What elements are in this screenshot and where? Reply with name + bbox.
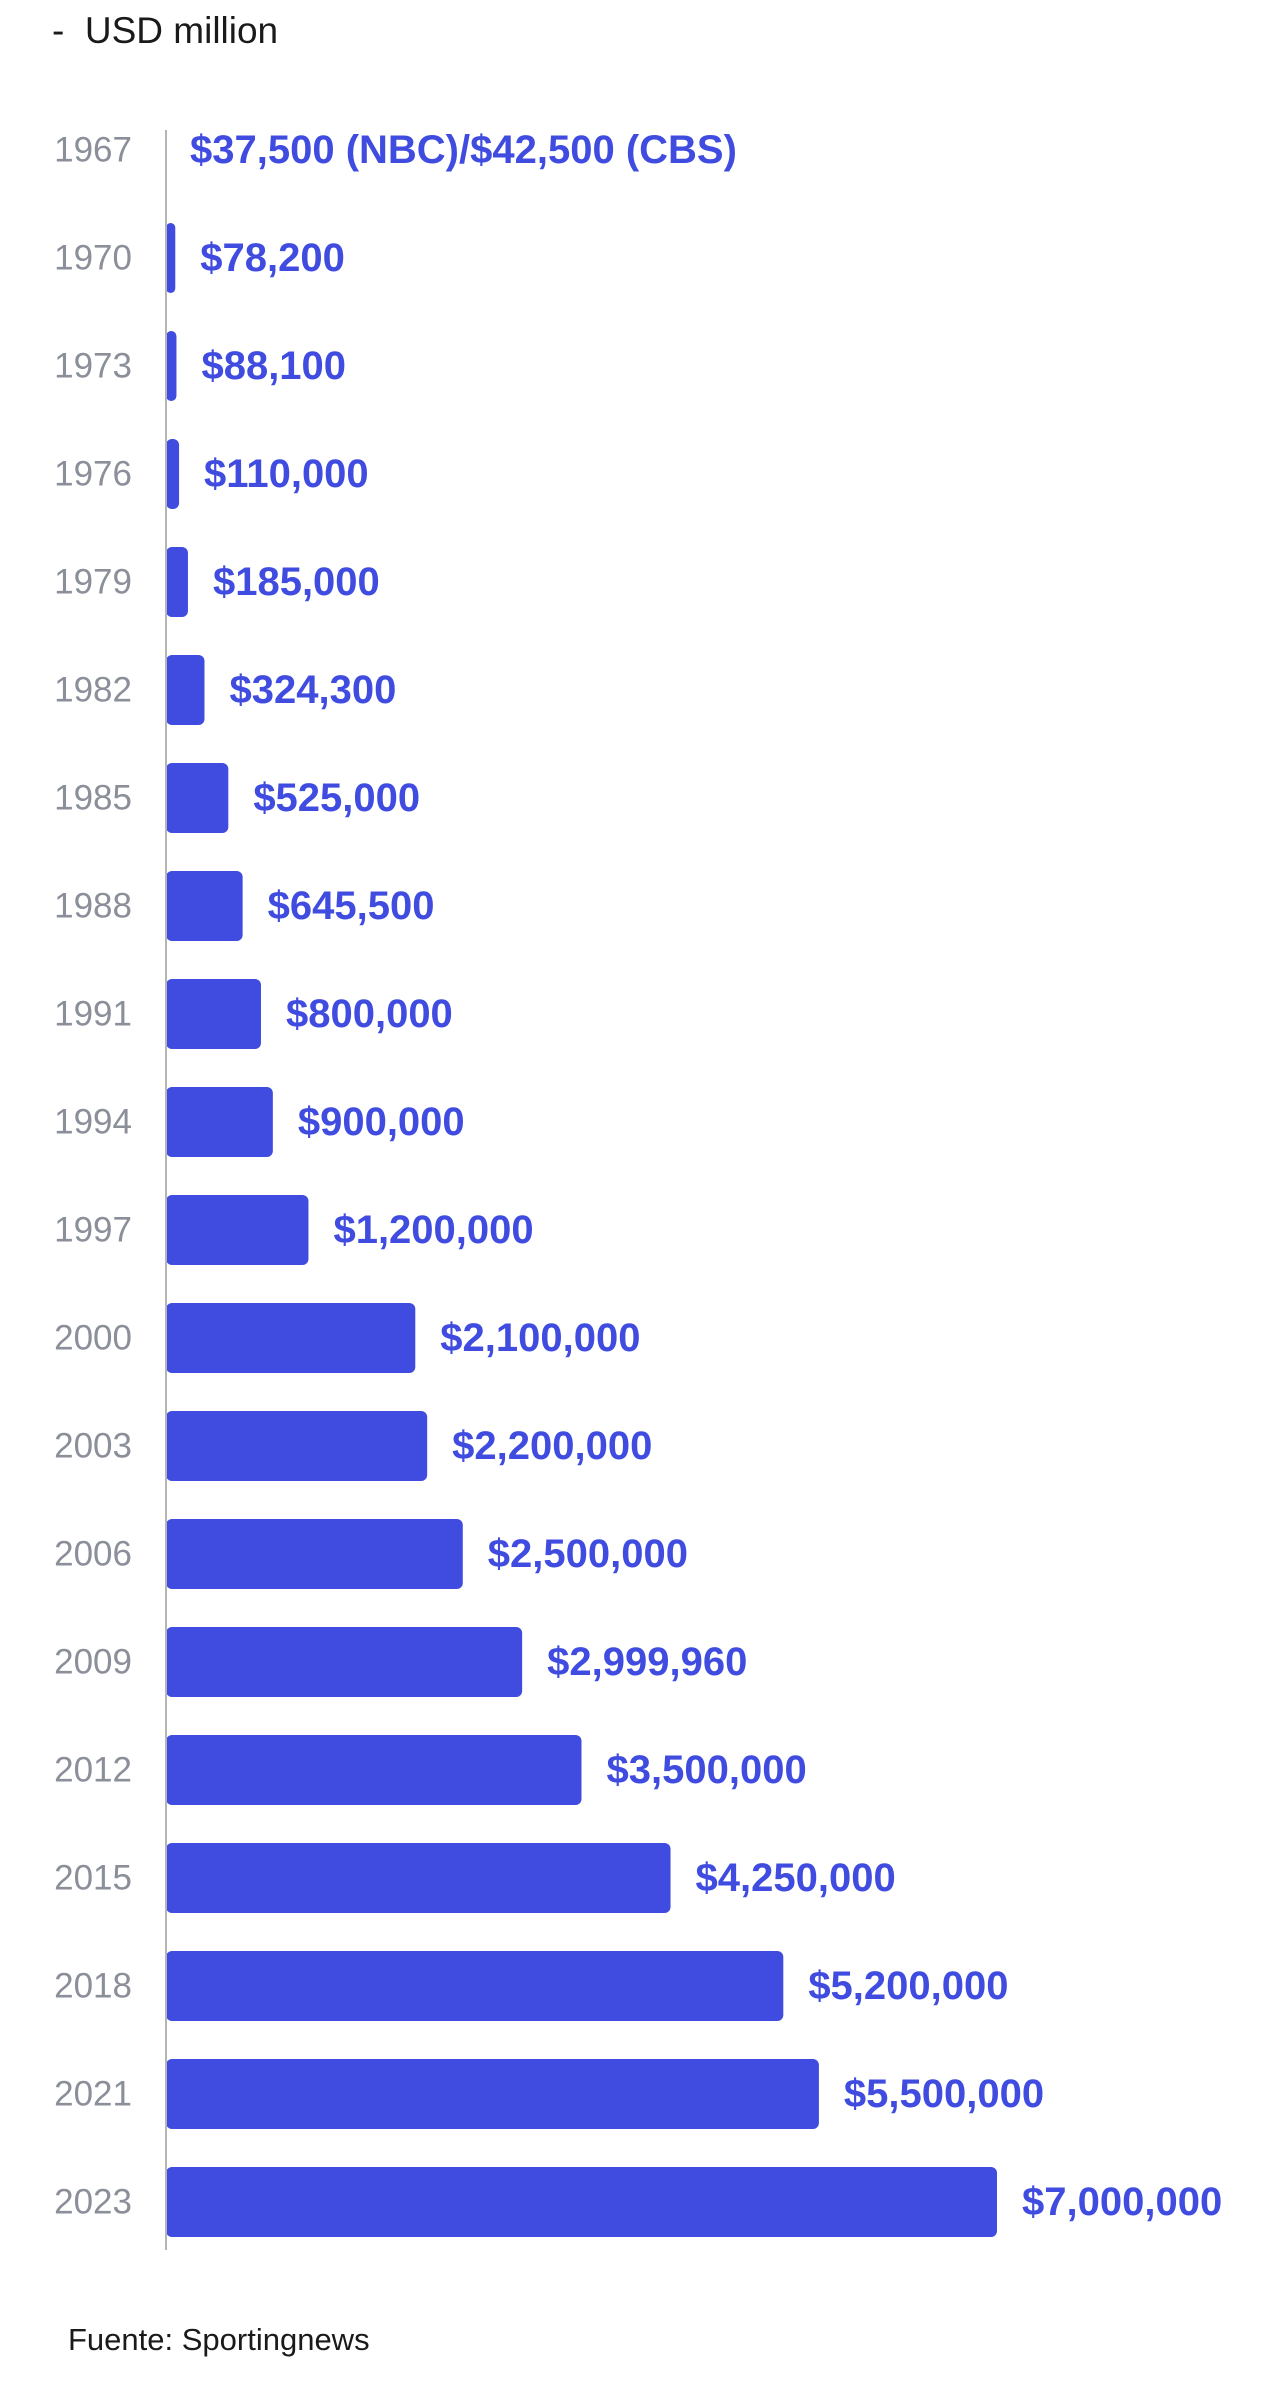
- value-label: $900,000: [298, 1100, 465, 1144]
- value-label: $2,500,000: [488, 1532, 688, 1576]
- year-label: 1997: [54, 1211, 132, 1250]
- year-label: 1967: [54, 131, 132, 170]
- value-label: $2,100,000: [440, 1316, 640, 1360]
- bar: [166, 1951, 784, 2021]
- year-label: 2018: [54, 1967, 132, 2006]
- year-label: 1988: [54, 887, 132, 926]
- value-label: $324,300: [229, 668, 396, 712]
- year-label: 1979: [54, 563, 132, 602]
- year-label: 2009: [54, 1643, 132, 1682]
- value-label: $2,200,000: [452, 1424, 652, 1468]
- year-label: 2015: [54, 1859, 132, 1898]
- value-label: $110,000: [204, 452, 369, 496]
- bar: [166, 1411, 428, 1481]
- value-label: $37,500 (NBC)/$42,500 (CBS): [190, 128, 737, 172]
- value-label: $645,500: [268, 884, 435, 928]
- bar: [166, 547, 188, 617]
- value-label: $800,000: [286, 992, 453, 1036]
- bar: [166, 1843, 671, 1913]
- year-label: 2023: [54, 2183, 132, 2222]
- bar: [166, 1303, 416, 1373]
- bar: [166, 979, 261, 1049]
- year-label: 1976: [54, 455, 132, 494]
- value-label: $1,200,000: [333, 1208, 533, 1252]
- year-label: 1970: [54, 239, 132, 278]
- bar: [166, 1519, 463, 1589]
- year-label: 2003: [54, 1427, 132, 1466]
- year-label: 2006: [54, 1535, 132, 1574]
- value-label: $3,500,000: [607, 1748, 807, 1792]
- year-label: 2000: [54, 1319, 132, 1358]
- year-label: 1994: [54, 1103, 132, 1142]
- bar: [166, 1195, 309, 1265]
- value-label: $88,100: [201, 344, 346, 388]
- year-label: 1985: [54, 779, 132, 818]
- chart-source: Fuente: Sportingnews: [68, 2322, 370, 2357]
- chart-subtitle: - USD million: [52, 10, 279, 51]
- value-label: $525,000: [253, 776, 420, 820]
- value-label: $78,200: [200, 236, 345, 280]
- value-label: $7,000,000: [1022, 2180, 1222, 2224]
- value-label: $2,999,960: [547, 1640, 747, 1684]
- bar: [166, 871, 243, 941]
- bar: [166, 655, 205, 725]
- bar: [166, 2167, 997, 2237]
- value-label: $5,200,000: [808, 1964, 1008, 2008]
- bar: [166, 2059, 819, 2129]
- bar: [166, 439, 180, 509]
- bar: [166, 1735, 582, 1805]
- value-label: $5,500,000: [844, 2072, 1044, 2116]
- bar: [166, 1627, 523, 1697]
- year-label: 2012: [54, 1751, 132, 1790]
- bar: [166, 223, 176, 293]
- year-label: 1982: [54, 671, 132, 710]
- value-label: $185,000: [213, 560, 380, 604]
- bar: [166, 1087, 273, 1157]
- year-label: 1973: [54, 347, 132, 386]
- bar: [166, 763, 229, 833]
- bar: [166, 331, 177, 401]
- year-label: 1991: [54, 995, 132, 1034]
- value-label: $4,250,000: [696, 1856, 896, 1900]
- year-label: 2021: [54, 2075, 132, 2114]
